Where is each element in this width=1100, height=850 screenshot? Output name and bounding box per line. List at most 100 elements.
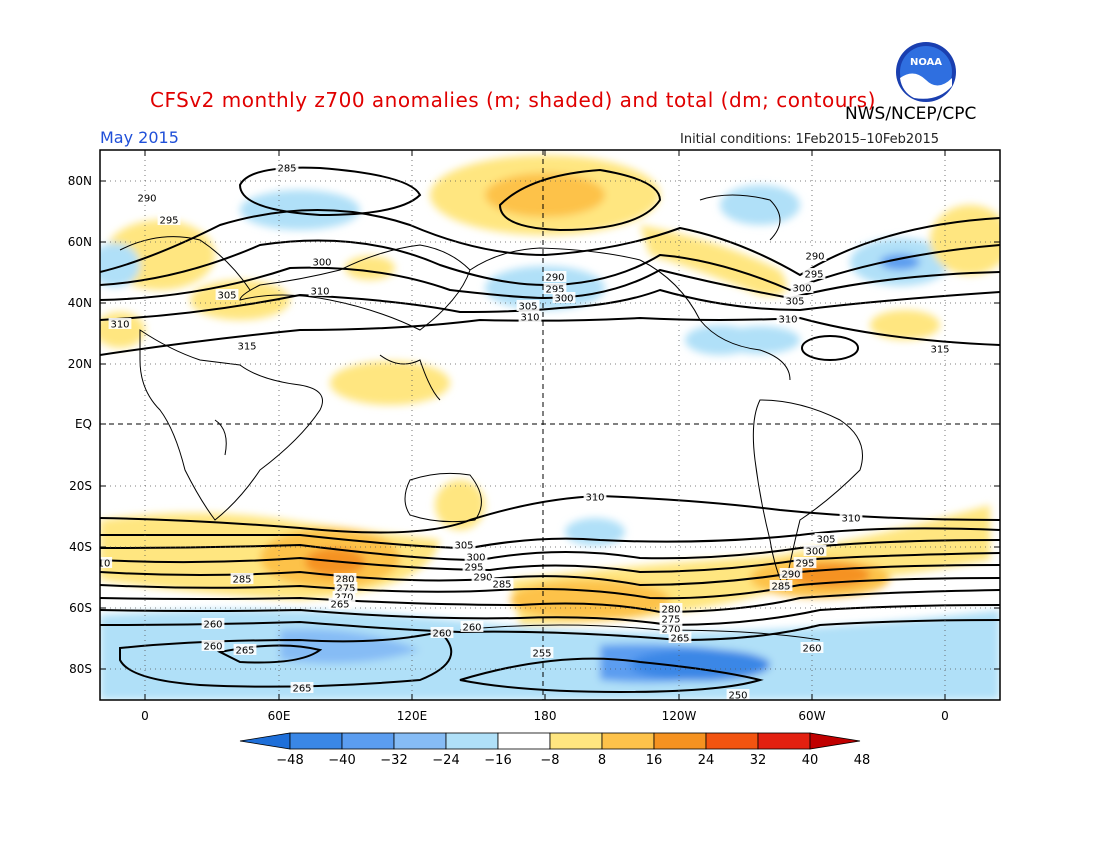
svg-text:285: 285 [492,580,511,591]
contour-label: 295 [802,268,826,281]
svg-text:310: 310 [110,320,129,331]
svg-text:265: 265 [292,684,311,695]
longitude-label: 0 [941,709,949,723]
colorbar-swatch [497,732,551,750]
contour-label: 295 [462,561,486,574]
contour-label: 265 [233,644,257,657]
colorbar-label: −32 [380,753,407,768]
svg-text:250: 250 [728,691,747,702]
contour-label: 315 [928,343,952,356]
contour-label: 315 [235,340,259,353]
contour-label: 305 [516,300,540,313]
noaa-logo: NOAA [896,42,956,102]
svg-text:260: 260 [203,642,222,653]
svg-text:290: 290 [545,273,564,284]
contour-label: 290 [803,250,827,263]
latitude-label: 40N [68,296,92,310]
colorbar-label: −48 [276,753,303,768]
graticule [100,150,1000,700]
contour-label: 250 [726,689,750,702]
colorbar-swatch [393,732,447,750]
contour-label: 10 [98,557,113,570]
contour-label: 290 [135,192,159,205]
svg-text:315: 315 [930,345,949,356]
svg-text:295: 295 [795,559,814,570]
latitude-label: EQ [75,417,92,431]
contour-label: 290 [543,271,567,284]
svg-text:280: 280 [661,605,680,616]
longitude-label: 60W [798,709,825,723]
map-frame [99,149,1001,701]
colorbar-label: 16 [646,753,663,768]
latitude-label: 20S [69,479,92,493]
contour-label: 300 [790,282,814,295]
svg-text:270: 270 [661,625,680,636]
svg-text:260: 260 [203,620,222,631]
svg-text:270: 270 [334,593,353,604]
contour-label: 285 [490,578,514,591]
longitude-labels: 0 60E 120E 180 120W 60W 0 [141,709,949,723]
contour-label: 260 [430,627,454,640]
svg-text:275: 275 [661,615,680,626]
anomaly-shading [100,155,1000,700]
latitude-label: 80N [68,174,92,188]
colorbar-max-arrow [809,732,861,750]
contour-label: 310 [839,512,863,525]
colorbar-label: −16 [484,753,511,768]
svg-text:10: 10 [98,559,111,570]
contour-label: 295 [543,283,567,296]
longitude-label: 120W [662,709,697,723]
svg-text:300: 300 [312,258,331,269]
svg-text:285: 285 [232,575,251,586]
svg-text:300: 300 [466,553,485,564]
latitude-label: 20N [68,357,92,371]
svg-text:275: 275 [336,584,355,595]
colorbar-swatch [445,732,499,750]
svg-text:305: 305 [785,297,804,308]
contour-label: 270 [332,591,356,604]
colorbar-swatch [341,732,395,750]
svg-text:285: 285 [277,164,296,175]
contour-label: 285 [769,580,793,593]
contour-label: 300 [310,256,334,269]
longitude-label: 180 [534,709,557,723]
contour-label: 300 [552,292,576,305]
svg-text:310: 310 [841,514,860,525]
contour-label: 265 [668,632,692,645]
contour-label: 275 [334,582,358,595]
colorbar-swatch [601,732,655,750]
agency-label: NWS/NCEP/CPC [845,104,977,124]
contour-label: 295 [793,557,817,570]
svg-text:255: 255 [532,649,551,660]
svg-text:265: 265 [670,634,689,645]
svg-text:310: 310 [778,315,797,326]
contour-label: 290 [471,571,495,584]
svg-text:300: 300 [805,547,824,558]
svg-text:280: 280 [335,575,354,586]
contour-label: 305 [783,295,807,308]
colorbar-label: 40 [802,753,819,768]
contour-label: 310 [583,491,607,504]
svg-text:305: 305 [518,302,537,313]
longitude-label: 60E [268,709,291,723]
contour-label: 310 [108,318,132,331]
contour-label: 265 [328,598,352,611]
contour-label: 280 [333,573,357,586]
svg-text:300: 300 [554,294,573,305]
contour-label: 285 [275,162,299,175]
initial-conditions: Initial conditions: 1Feb2015–10Feb2015 [680,132,940,147]
contour-label: 305 [215,289,239,302]
svg-text:290: 290 [805,252,824,263]
contour-label: 300 [464,551,488,564]
contour-label: 310 [308,285,332,298]
contour-label: 290 [779,568,803,581]
svg-text:310: 310 [585,493,604,504]
svg-text:290: 290 [781,570,800,581]
svg-text:310: 310 [520,313,539,324]
contour-label: 265 [290,682,314,695]
latitude-label: 80S [69,662,92,676]
colorbar-label: −40 [328,753,355,768]
svg-text:305: 305 [217,291,236,302]
contour-label: 305 [814,533,838,546]
